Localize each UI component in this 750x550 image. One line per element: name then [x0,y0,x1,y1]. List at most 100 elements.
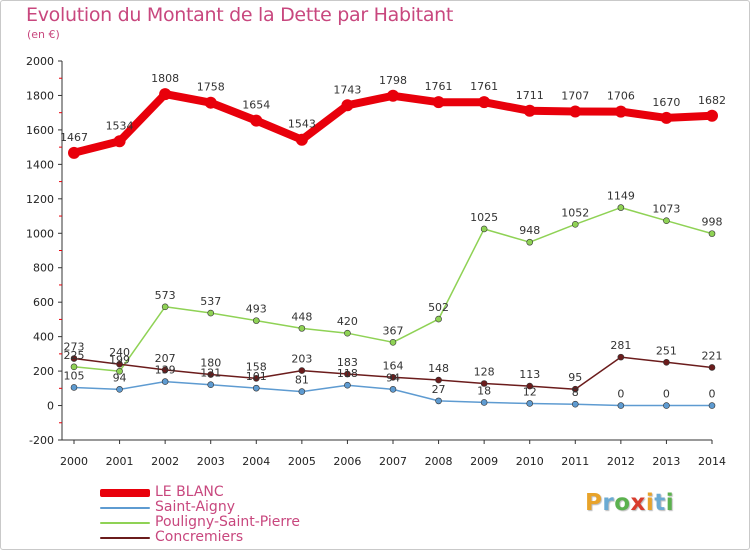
data-label-2: 420 [337,315,358,328]
data-label-0: 1706 [607,90,635,103]
y-tick-label: -200 [29,434,54,447]
legend-label: Saint-Aigny [155,499,235,515]
data-label-1: 12 [523,385,537,398]
data-label-3: 281 [610,339,631,352]
data-point-2 [663,217,670,224]
data-label-3: 148 [428,362,449,375]
data-point-1 [389,386,397,393]
legend-label: Pouligny-Saint-Pierre [155,514,300,530]
data-point-0 [113,135,126,148]
data-label-0: 1808 [151,72,179,85]
data-point-1 [207,381,215,389]
data-point-2 [480,225,488,233]
data-point-2 [571,221,579,228]
data-point-3 [526,382,534,390]
data-point-2 [435,315,442,323]
data-point-0 [68,146,80,159]
logo-letter: o [614,490,631,516]
x-tick-label: 2014 [698,455,726,468]
x-tick-label: 2008 [425,455,453,468]
data-point-2 [252,317,260,324]
x-tick-label: 2003 [197,455,225,468]
data-point-0 [159,88,172,101]
x-tick-label: 2005 [288,455,316,468]
data-label-2: 448 [291,310,312,323]
chart-unit: (en €) [27,28,60,41]
logo-letter: t [654,490,666,516]
data-label-0: 1467 [60,131,88,144]
logo-letter: x [630,490,646,516]
data-point-0 [295,133,308,146]
data-label-0: 1758 [197,81,225,94]
data-label-3: 273 [64,341,85,354]
y-tick-label: 1600 [26,124,54,137]
data-point-3 [480,380,488,387]
data-label-3: 158 [246,360,267,373]
line-chart: -200020040060080010001200140016001800200… [26,55,726,468]
data-point-1 [435,397,442,405]
data-label-2: 1052 [561,206,589,219]
data-label-0: 1761 [470,80,498,93]
data-point-3 [116,360,123,368]
data-point-3 [663,359,670,366]
data-point-1 [480,399,488,406]
y-tick-label: 2000 [26,55,54,68]
data-point-2 [207,309,215,317]
data-point-1 [70,384,78,391]
data-label-1: 81 [295,374,309,387]
data-point-3 [617,353,625,361]
data-point-3 [389,373,397,381]
y-tick-label: 0 [47,400,54,413]
data-point-1 [526,400,534,407]
x-tick-label: 2007 [379,455,407,468]
data-point-0 [387,89,399,102]
data-label-3: 221 [702,349,723,362]
data-label-2: 573 [155,289,176,302]
x-tick-label: 2000 [60,455,88,468]
data-point-2 [344,329,351,337]
legend-swatch [100,489,150,497]
data-label-2: 502 [428,301,449,314]
data-point-3 [207,371,215,378]
data-point-3 [70,355,78,362]
chart-title: Evolution du Montant de la Dette par Hab… [26,4,454,26]
data-label-1: 118 [337,367,358,380]
data-label-1: 105 [64,369,85,382]
data-point-2 [161,303,169,311]
data-point-2 [708,230,716,237]
data-point-2 [116,367,123,375]
data-label-1: 0 [617,388,624,401]
data-point-2 [389,339,397,346]
data-label-2: 1025 [470,211,498,224]
data-label-0: 1798 [379,74,407,87]
data-label-1: 101 [246,370,267,383]
data-point-0 [614,105,627,118]
data-point-1 [663,402,670,409]
x-tick-label: 2010 [516,455,544,468]
data-point-0 [706,109,718,122]
legend-swatch [100,507,150,509]
legend-label: Concremiers [155,529,244,545]
y-tick-label: 1000 [26,227,54,240]
data-label-1: 121 [200,367,221,380]
x-tick-label: 2013 [652,455,680,468]
data-label-0: 1707 [561,89,589,102]
data-label-0: 1711 [516,89,544,102]
data-label-1: 94 [386,371,400,384]
data-label-2: 367 [383,324,404,337]
logo-letter: i [665,490,675,516]
data-label-3: 113 [519,368,540,381]
data-point-1 [617,402,625,409]
legend-swatch [100,537,150,539]
data-label-3: 183 [337,356,358,369]
data-label-3: 95 [568,371,582,384]
data-label-1: 8 [572,386,579,399]
data-label-2: 1149 [607,190,635,203]
data-label-2: 225 [64,349,85,362]
data-point-2 [526,238,534,246]
data-label-2: 998 [702,216,723,229]
data-label-1: 18 [477,384,491,397]
data-label-3: 203 [291,353,312,366]
y-tick-label: 1400 [26,158,54,171]
